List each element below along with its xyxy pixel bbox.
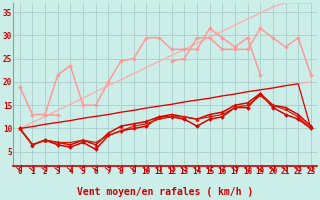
- X-axis label: Vent moyen/en rafales ( km/h ): Vent moyen/en rafales ( km/h ): [77, 187, 253, 197]
